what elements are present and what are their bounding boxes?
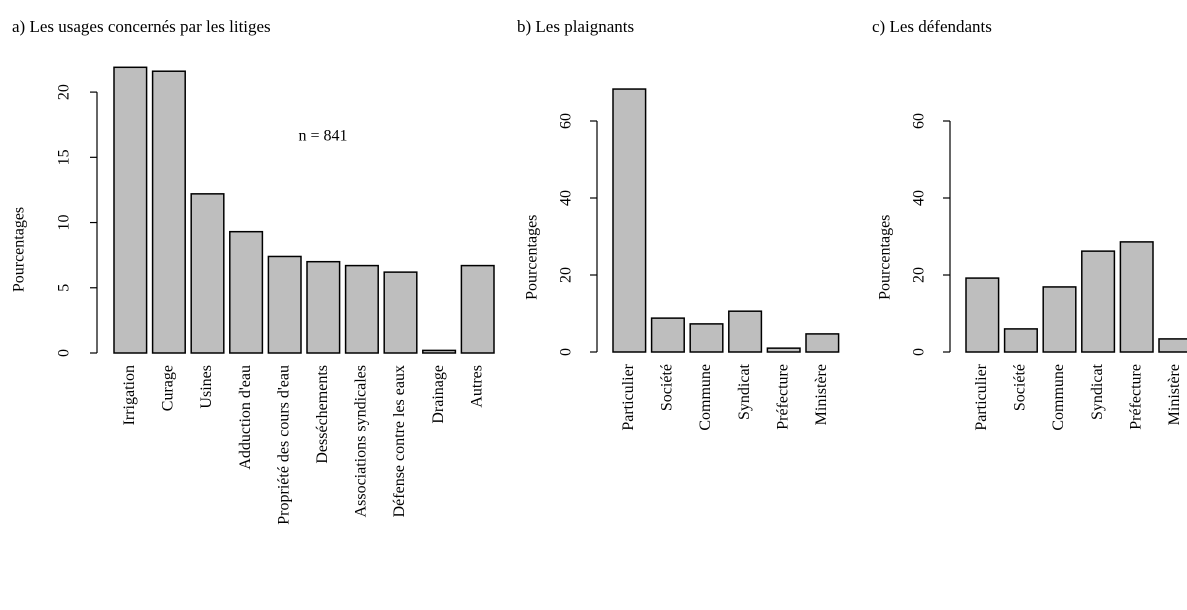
bar <box>422 349 457 354</box>
y-axis-label: Pourcentages <box>11 207 28 292</box>
bar <box>344 264 379 354</box>
x-tick-label: Société <box>1012 364 1029 411</box>
x-tick-label: Drainage <box>430 365 447 424</box>
bar <box>805 333 840 353</box>
y-tick-label: 15 <box>56 149 73 165</box>
y-axis-label: Pourcentages <box>524 215 541 300</box>
bar <box>965 277 1000 353</box>
bar <box>1119 241 1154 353</box>
y-tick-label: 40 <box>558 190 575 206</box>
bar <box>190 193 225 354</box>
bar <box>650 317 685 353</box>
x-tick-label: Curage <box>160 365 177 411</box>
x-tick-label: Préfecture <box>1127 364 1144 430</box>
x-tick-label: Usines <box>198 365 215 409</box>
y-tick-label: 0 <box>558 348 575 356</box>
x-tick-label: Particulier <box>620 363 637 430</box>
bar <box>151 70 186 354</box>
y-tick-label: 20 <box>911 267 928 283</box>
chart-title: b) Les plaignants <box>517 17 634 36</box>
x-tick-label: Ministère <box>1166 364 1183 425</box>
y-axis-label: Pourcentages <box>877 215 894 300</box>
bar <box>728 310 763 353</box>
bar <box>229 230 264 354</box>
y-tick-label: 60 <box>911 113 928 129</box>
y-tick-label: 40 <box>911 190 928 206</box>
y-tick-label: 20 <box>558 267 575 283</box>
x-tick-label: Syndicat <box>736 363 753 420</box>
x-tick-label: Préfecture <box>774 364 791 430</box>
y-tick-label: 20 <box>56 84 73 100</box>
y-tick-label: 60 <box>558 113 575 129</box>
x-tick-label: Associations syndicales <box>353 365 370 517</box>
x-tick-label: Desséchements <box>314 365 331 464</box>
chart-title: c) Les défendants <box>872 17 992 36</box>
y-tick-label: 10 <box>56 215 73 231</box>
x-tick-label: Adduction d'eau <box>237 365 254 470</box>
x-tick-label: Irrigation <box>121 365 138 425</box>
bar <box>612 88 647 353</box>
annotation: n = 841 <box>298 128 347 145</box>
chart-title: a) Les usages concernés par les litiges <box>12 17 271 36</box>
bar <box>766 347 801 353</box>
bar <box>1081 250 1116 353</box>
bar <box>1003 328 1038 353</box>
x-tick-label: Propriété des cours d'eau <box>275 365 292 525</box>
x-tick-label: Autres <box>468 365 485 408</box>
bar <box>1042 286 1077 353</box>
x-tick-label: Syndicat <box>1089 363 1106 420</box>
x-tick-label: Défense contre les eaux <box>391 365 408 517</box>
bar <box>113 66 148 354</box>
x-tick-label: Commune <box>1050 364 1067 431</box>
bar <box>306 260 341 354</box>
bar <box>689 323 724 353</box>
x-tick-label: Société <box>659 364 676 411</box>
x-tick-label: Particulier <box>973 363 990 430</box>
bar <box>460 264 495 354</box>
y-tick-label: 0 <box>56 349 73 357</box>
x-tick-label: Commune <box>697 364 714 431</box>
y-tick-label: 0 <box>911 348 928 356</box>
bar <box>383 271 418 354</box>
bar <box>267 255 302 354</box>
y-tick-label: 5 <box>56 284 73 292</box>
bar <box>1158 338 1187 353</box>
x-tick-label: Ministère <box>813 364 830 425</box>
